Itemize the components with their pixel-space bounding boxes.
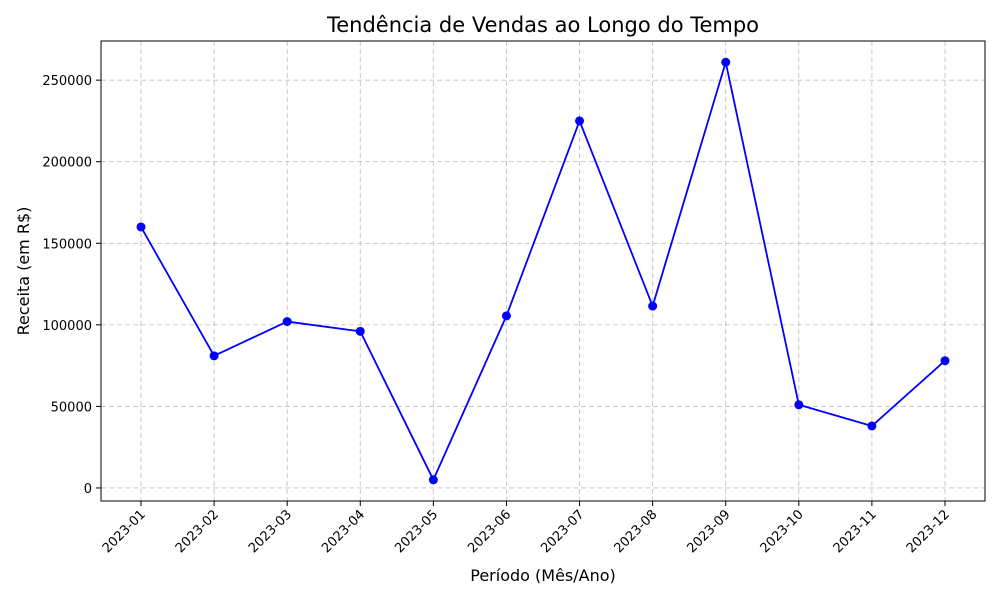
data-point (428, 475, 438, 485)
data-point (355, 326, 365, 336)
data-point (721, 57, 731, 67)
x-axis-title: Período (Mês/Ano) (470, 566, 616, 585)
chart-title: Tendência de Vendas ao Longo do Tempo (326, 13, 759, 37)
series-line (140, 61, 946, 481)
data-point (136, 222, 146, 232)
y-tick-label: 100000 (42, 319, 92, 334)
data-point (940, 356, 950, 366)
data-point (867, 421, 877, 431)
data-point (501, 311, 511, 321)
data-point (648, 301, 658, 311)
y-axis-title: Receita (em R$) (14, 207, 33, 336)
data-point (794, 400, 804, 410)
y-tick-label: 200000 (42, 156, 92, 171)
y-tick-label: 250000 (42, 74, 92, 89)
plot-frame (100, 40, 986, 502)
data-point (209, 351, 219, 361)
y-tick-label: 0 (84, 482, 92, 497)
y-tick-label: 50000 (51, 400, 92, 415)
y-tick-label: 150000 (42, 237, 92, 252)
data-point (282, 317, 292, 327)
series-layer (136, 57, 950, 485)
data-point (575, 116, 585, 126)
